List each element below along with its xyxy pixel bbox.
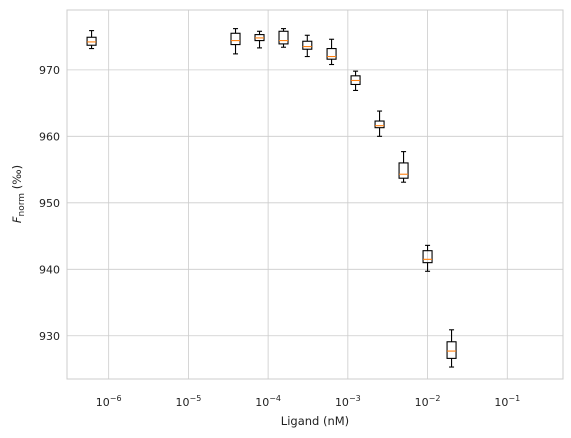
box-body [230, 32, 241, 46]
box-body [446, 341, 457, 359]
box-body [86, 36, 97, 46]
x-axis-ticks: 10−6 10−5 10−4 10−3 10−2 10−1 [96, 394, 520, 409]
box-mark [374, 110, 385, 137]
box-body [302, 40, 313, 50]
y-tick-label: 930 [39, 330, 60, 343]
box-mark [302, 34, 313, 58]
x-tick-base: 10 [255, 396, 269, 409]
y-axis-ticks: 930 940 950 960 970 [39, 64, 60, 343]
plot-area-frame [66, 9, 564, 380]
x-tick-label: 10−3 [335, 394, 361, 409]
x-tick-label: 10−2 [415, 394, 441, 409]
y-tick-label: 970 [39, 64, 60, 77]
x-tick-label: 10−4 [255, 394, 281, 409]
x-tick-label: 10−1 [494, 394, 520, 409]
x-tick-base: 10 [96, 396, 110, 409]
x-tick-exponent: −4 [269, 394, 281, 403]
x-axis-label: Ligand (nM) [281, 414, 349, 428]
box-mark [326, 38, 337, 66]
y-axis-label-subscript: norm [17, 193, 27, 217]
y-axis-label-base: F [10, 216, 24, 223]
box-mark [422, 244, 433, 272]
box-mark [254, 30, 265, 49]
box-mark [398, 151, 409, 183]
x-tick-exponent: −2 [429, 394, 441, 403]
box-body [398, 162, 409, 179]
box-body [326, 48, 337, 60]
y-tick-label: 950 [39, 197, 60, 210]
y-tick-label: 940 [39, 263, 60, 276]
x-tick-base: 10 [494, 396, 508, 409]
box-mark [230, 28, 241, 55]
x-tick-base: 10 [415, 396, 429, 409]
box-mark [278, 28, 289, 48]
y-axis-label-unit: (‰) [10, 165, 24, 193]
x-tick-label: 10−6 [96, 394, 122, 409]
box-mark [350, 70, 361, 91]
x-tick-base: 10 [335, 396, 349, 409]
box-series [86, 28, 457, 368]
x-tick-label: 10−5 [176, 394, 202, 409]
box-mark [446, 329, 457, 368]
x-tick-exponent: −1 [508, 394, 520, 403]
box-body [278, 30, 289, 45]
x-tick-exponent: −3 [349, 394, 361, 403]
y-axis-label: Fnorm (‰) [10, 165, 27, 223]
x-tick-exponent: −6 [110, 394, 122, 403]
y-tick-label: 960 [39, 130, 60, 143]
box-body [422, 250, 433, 264]
box-mark [86, 30, 97, 50]
box-body [374, 120, 385, 129]
x-tick-exponent: −5 [190, 394, 202, 403]
x-tick-base: 10 [176, 396, 190, 409]
grid-lines [67, 10, 563, 379]
